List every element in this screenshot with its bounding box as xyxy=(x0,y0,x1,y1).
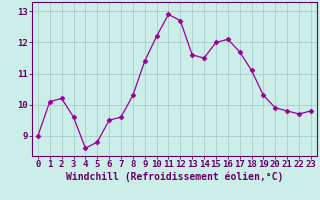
X-axis label: Windchill (Refroidissement éolien,°C): Windchill (Refroidissement éolien,°C) xyxy=(66,172,283,182)
